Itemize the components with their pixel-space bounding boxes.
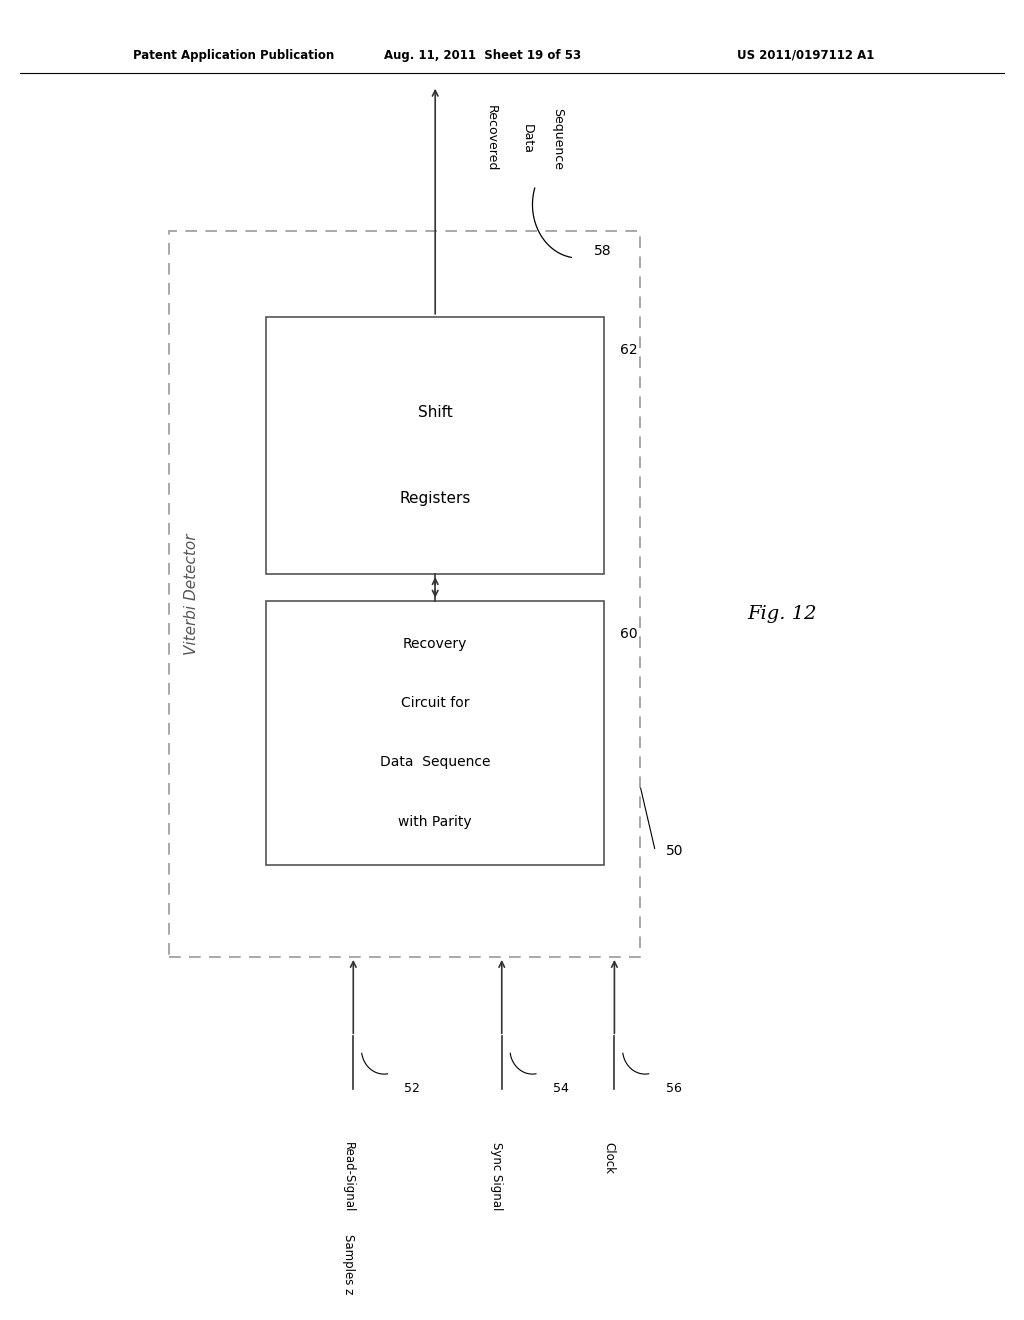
Text: 54: 54 bbox=[553, 1082, 569, 1096]
Text: with Parity: with Parity bbox=[398, 814, 472, 829]
Text: Recovered: Recovered bbox=[485, 106, 498, 172]
Text: Shift: Shift bbox=[418, 405, 453, 420]
Text: Read-Signal: Read-Signal bbox=[342, 1142, 354, 1212]
Text: US 2011/0197112 A1: US 2011/0197112 A1 bbox=[737, 49, 874, 62]
Text: Sequence: Sequence bbox=[552, 108, 564, 169]
Bar bbox=[169, 231, 640, 957]
Text: Sync Signal: Sync Signal bbox=[490, 1142, 503, 1210]
Text: Patent Application Publication: Patent Application Publication bbox=[133, 49, 335, 62]
Text: Circuit for: Circuit for bbox=[401, 696, 469, 710]
Text: Aug. 11, 2011  Sheet 19 of 53: Aug. 11, 2011 Sheet 19 of 53 bbox=[384, 49, 582, 62]
Bar bbox=[266, 317, 604, 574]
Text: Samples z: Samples z bbox=[342, 1234, 354, 1295]
Text: 50: 50 bbox=[666, 845, 683, 858]
Text: Registers: Registers bbox=[399, 491, 471, 506]
Text: 60: 60 bbox=[620, 627, 637, 642]
Bar bbox=[266, 601, 604, 865]
Text: 52: 52 bbox=[404, 1082, 421, 1096]
Text: Recovery: Recovery bbox=[403, 636, 467, 651]
Text: 56: 56 bbox=[666, 1082, 682, 1096]
Text: 58: 58 bbox=[594, 244, 611, 259]
Text: Fig. 12: Fig. 12 bbox=[748, 605, 817, 623]
Text: Data  Sequence: Data Sequence bbox=[380, 755, 490, 770]
Text: Clock: Clock bbox=[603, 1142, 615, 1173]
Text: Data: Data bbox=[521, 124, 534, 153]
Text: 62: 62 bbox=[620, 343, 637, 358]
Text: Viterbi Detector: Viterbi Detector bbox=[184, 533, 199, 655]
